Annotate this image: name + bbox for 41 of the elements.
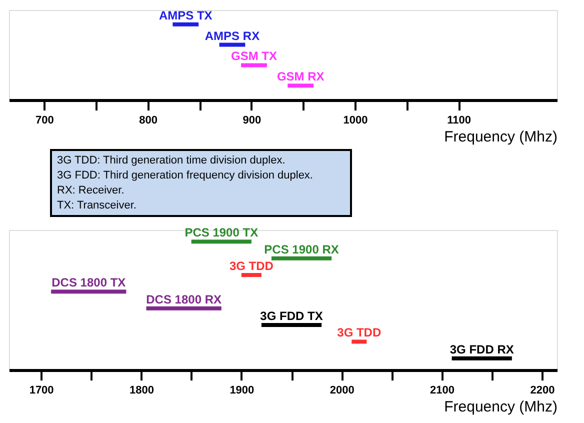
- x-tick-label: 1900: [230, 384, 254, 396]
- annotation: 3G FDD RX: [450, 342, 514, 356]
- annotation: AMPS RX: [204, 28, 260, 43]
- x-tick-label: 2200: [530, 384, 555, 396]
- bar: [219, 42, 246, 47]
- x-axis-title: Frequency (Mhz): [444, 398, 558, 416]
- bar: [146, 306, 222, 310]
- x-tick-label: 900: [242, 114, 262, 126]
- annotation: GSM RX: [276, 70, 324, 84]
- annotation: AMPS TX: [158, 8, 212, 22]
- bar: [241, 273, 262, 277]
- annotation: DCS 1800 TX: [52, 276, 126, 290]
- annotation: PCS 1900 TX: [184, 226, 258, 240]
- x-tick-label: 800: [139, 114, 158, 126]
- x-tick-label: 1000: [343, 114, 368, 126]
- annotation: PCS 1900 RX: [264, 242, 339, 256]
- annotation: GSM TX: [230, 49, 277, 64]
- x-tick-label: 2100: [430, 384, 455, 396]
- annotation: DCS 1800 RX: [146, 292, 222, 306]
- text: TX: Transceiver.: [57, 200, 136, 212]
- x-tick-label: 1700: [29, 384, 54, 396]
- bar: [271, 256, 332, 260]
- bar: [241, 63, 267, 68]
- x-axis-title: Frequency (Mhz): [444, 128, 558, 146]
- annotation: 3G TDD: [337, 326, 382, 340]
- bar: [172, 22, 199, 26]
- x-tick-label: 700: [36, 114, 54, 126]
- text: 3G FDD: Third generation frequency division duplex.: [57, 170, 313, 182]
- annotation: 3G TDD: [229, 259, 274, 273]
- x-tick-label: 1100: [447, 114, 472, 126]
- text: RX: Receiver.: [57, 184, 124, 196]
- bar: [261, 323, 322, 327]
- annotation: 3G FDD TX: [260, 309, 323, 323]
- text: 3G TDD: Third generation time division duplex.: [57, 154, 286, 166]
- bar: [452, 356, 512, 360]
- bar: [352, 340, 367, 344]
- bar: [191, 240, 252, 244]
- x-tick-label: 1800: [130, 384, 154, 396]
- bar: [51, 290, 126, 294]
- bar: [288, 84, 314, 88]
- x-tick-label: 2000: [330, 384, 354, 396]
